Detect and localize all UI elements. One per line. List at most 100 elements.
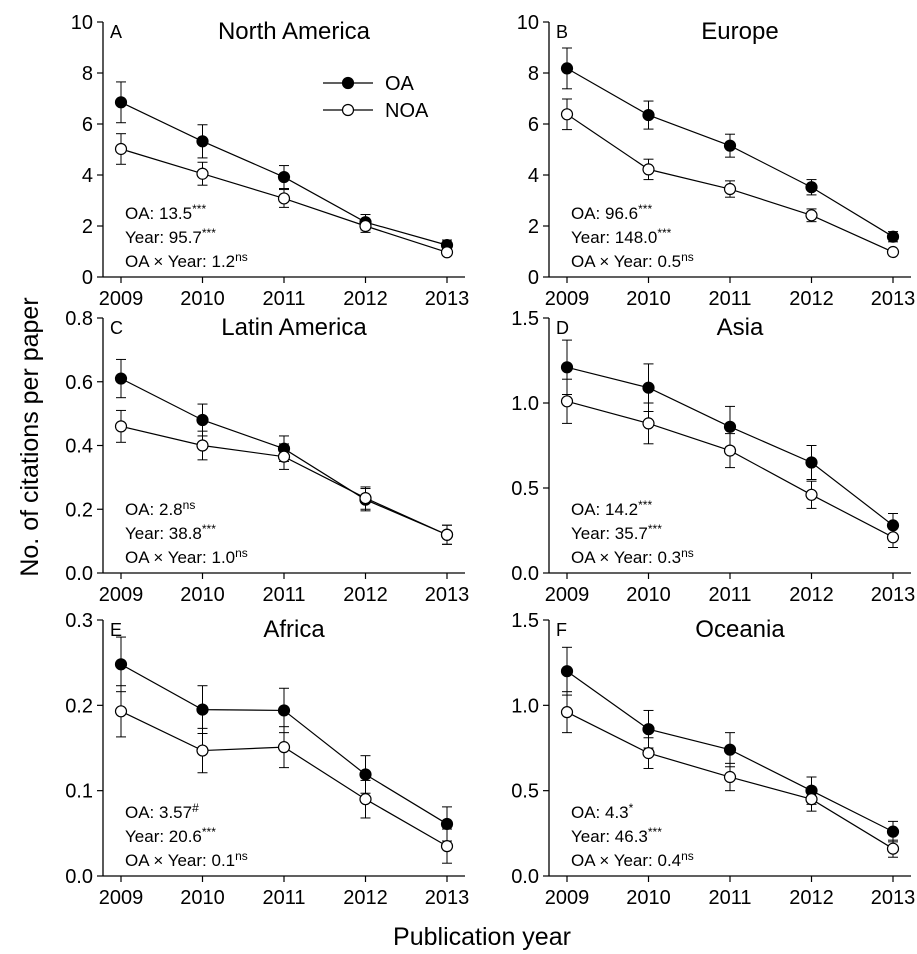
x-tick-label: 2009 [99, 584, 144, 606]
point-noa [359, 491, 372, 505]
point-oa [723, 420, 737, 433]
stat-line: Year: 20.6*** [125, 825, 216, 846]
panel-letter: A [110, 22, 122, 42]
y-tick-label: 1.0 [511, 695, 539, 717]
x-tick-label: 2012 [789, 887, 834, 909]
point-oa [359, 768, 372, 781]
panel-b: 0 2 4 6 8 10 2009 2010 2011 2012 2013 B Europe OA: 96… [517, 12, 916, 310]
stat-line: Year: 38.8*** [125, 522, 216, 543]
point-oa [560, 665, 574, 678]
point-oa [642, 723, 655, 736]
point-noa [114, 420, 128, 433]
point-oa [114, 658, 128, 671]
x-tick-label: 2010 [626, 584, 671, 606]
point-oa [560, 62, 574, 75]
point-noa [723, 182, 737, 196]
legend-label-oa: OA [385, 73, 415, 95]
stat-line: OA × Year: 1.0ns [125, 546, 248, 567]
stat-line: OA: 2.8ns [125, 498, 195, 519]
point-noa [359, 219, 372, 233]
y-tick-label: 8 [82, 63, 93, 85]
stat-line: OA: 3.57# [125, 801, 199, 822]
panel-letter: D [556, 318, 569, 338]
y-tick-label: 0.3 [65, 610, 93, 632]
y-tick-label: 0.0 [65, 866, 93, 888]
point-noa [359, 793, 372, 806]
stat-line: Year: 35.7*** [571, 522, 662, 543]
x-tick-label: 2011 [262, 288, 305, 310]
x-tick-label: 2010 [180, 584, 225, 606]
y-tick-label: 1.5 [511, 610, 539, 632]
point-oa [277, 170, 291, 184]
panel-d: 0.0 0.5 1.0 1.5 2009 2010 2011 2012 2013 D Asia OA:… [511, 308, 915, 606]
point-oa [886, 519, 900, 532]
x-tick-label: 2013 [425, 288, 470, 310]
point-noa [805, 793, 818, 806]
panel-title: Latin America [221, 314, 367, 341]
y-tick-label: 0 [528, 267, 539, 289]
x-tick-label: 2009 [545, 288, 590, 310]
y-tick-label: 0.2 [65, 695, 93, 717]
point-noa [886, 842, 900, 855]
stat-line: OA × Year: 0.4ns [571, 849, 694, 870]
x-tick-label: 2011 [262, 887, 305, 909]
x-tick-label: 2010 [180, 887, 225, 909]
stat-line: OA: 13.5*** [125, 202, 206, 223]
panel-title: North America [218, 18, 371, 45]
stat-line: OA: 14.2*** [571, 498, 652, 519]
point-oa [114, 96, 128, 109]
point-noa [277, 450, 291, 463]
x-tick-label: 2013 [425, 887, 470, 909]
panel-title: Oceania [695, 616, 785, 643]
point-oa [560, 361, 574, 374]
point-noa [440, 528, 454, 541]
y-tick-label: 0.0 [65, 563, 93, 585]
panel-a: 0 2 4 6 8 10 2009 2010 2011 2012 2013 A North Americ… [71, 12, 470, 310]
point-noa [560, 108, 574, 121]
point-oa [196, 135, 209, 148]
point-noa [196, 439, 209, 452]
y-tick-label: 0 [82, 267, 93, 289]
y-tick-label: 4 [82, 165, 93, 187]
x-tick-label: 2009 [545, 887, 590, 909]
point-noa [277, 192, 291, 205]
x-tick-label: 2012 [343, 584, 388, 606]
panel-c: 0.0 0.2 0.4 0.6 0.8 2009 2010 2011 2012 2013 C Lati… [65, 308, 469, 606]
point-oa [805, 181, 818, 194]
x-tick-label: 2012 [343, 887, 388, 909]
point-noa [642, 747, 655, 760]
point-oa [805, 456, 818, 469]
x-tick-label: 2010 [626, 288, 671, 310]
y-tick-label: 8 [528, 63, 539, 85]
stat-line: OA × Year: 0.5ns [571, 250, 694, 271]
point-oa [196, 413, 209, 427]
legend-marker [341, 103, 355, 117]
point-noa [196, 167, 209, 180]
x-tick-label: 2009 [545, 584, 590, 606]
x-tick-label: 2011 [262, 584, 305, 606]
y-tick-label: 0.8 [65, 308, 93, 330]
y-tick-label: 1.5 [511, 308, 539, 330]
point-noa [723, 444, 737, 457]
point-oa [886, 825, 900, 838]
stat-line: OA × Year: 1.2ns [125, 250, 248, 271]
stat-line: OA: 4.3* [571, 801, 634, 822]
x-tick-label: 2010 [180, 288, 225, 310]
panel-letter: E [110, 620, 122, 640]
point-oa [277, 704, 291, 717]
x-tick-label: 2011 [708, 887, 751, 909]
y-tick-label: 10 [517, 12, 539, 34]
y-tick-label: 2 [82, 216, 93, 238]
point-noa [196, 744, 209, 757]
stat-line: OA: 96.6*** [571, 202, 652, 223]
stat-line: OA × Year: 0.1ns [125, 849, 248, 870]
stat-line: OA × Year: 0.3ns [571, 546, 694, 567]
panel-letter: B [556, 22, 568, 42]
y-tick-label: 0.0 [511, 563, 539, 585]
x-tick-label: 2013 [425, 584, 470, 606]
point-noa [277, 741, 291, 754]
stat-line: Year: 148.0*** [571, 226, 672, 247]
x-tick-label: 2012 [789, 288, 834, 310]
point-noa [642, 417, 655, 430]
point-noa [560, 706, 574, 719]
